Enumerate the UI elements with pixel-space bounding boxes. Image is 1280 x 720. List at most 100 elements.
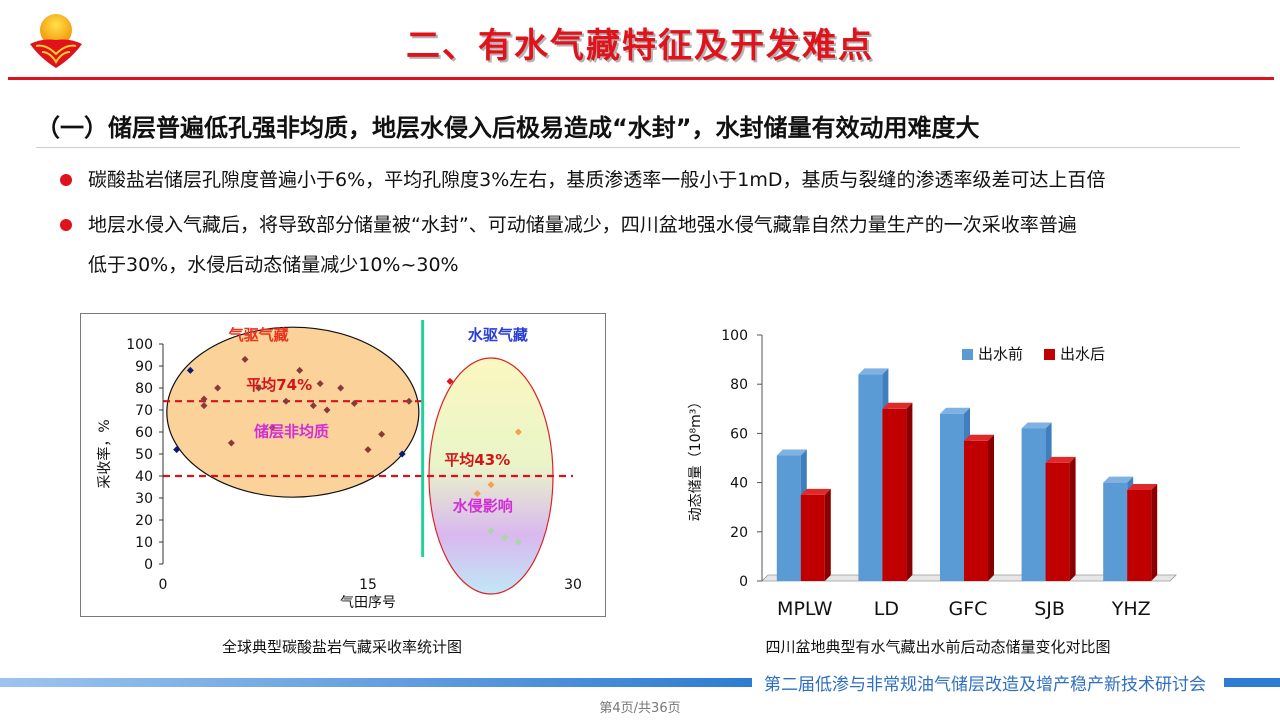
- y-tick-label: 20: [730, 525, 748, 541]
- x-tick-label: SJB: [1034, 598, 1065, 620]
- reserve-bar-chart: 0 20 40 60 80 100 动态储量（10⁸m³） MPLW LD GFC SJB YHZ 出…: [676, 313, 1200, 625]
- legend-label: 出水后: [1060, 345, 1105, 363]
- average-water-label: 平均43%: [444, 451, 510, 469]
- bar-front: [1127, 489, 1152, 581]
- data-point: [173, 446, 181, 454]
- y-axis-label: 采收率，%: [96, 419, 113, 488]
- page-number: 第4页/共36页: [599, 701, 681, 716]
- bar-front: [1021, 428, 1046, 581]
- y-tick-label: 90: [135, 359, 153, 375]
- bar-side: [988, 434, 994, 581]
- data-point: [337, 384, 345, 392]
- bar-front: [800, 494, 825, 581]
- footer-bar-left: [0, 678, 752, 687]
- data-point: [309, 402, 317, 410]
- recovery-scatter-chart: 0 10 20 30 40 50 60 70 80 90 100 0 15 30 气田序号 采收率，% 气驱气…: [80, 313, 606, 617]
- y-tick-label: 0: [739, 574, 748, 590]
- bar-side: [1069, 456, 1076, 581]
- data-point: [316, 380, 324, 388]
- data-point: [378, 430, 386, 438]
- data-point: [323, 406, 331, 414]
- bar-top: [1127, 483, 1158, 490]
- bullet-text: 低于30%，水侵后动态储量减少10%~30%: [88, 254, 459, 276]
- bullet-text: 碳酸盐岩储层孔隙度普遍小于6%，平均孔隙度3%左右，基质渗透率一般小于1mD，基…: [88, 169, 1106, 191]
- heading-divider: [36, 147, 1240, 148]
- y-tick-label: 30: [135, 491, 153, 507]
- bar-front: [776, 455, 801, 581]
- bar-top: [1103, 476, 1134, 483]
- bar-top: [776, 449, 807, 456]
- legend-swatch: [962, 349, 973, 360]
- y-axis-label: 动态储量（10⁸m³）: [688, 395, 704, 522]
- gas-drive-ellipse: [166, 326, 420, 498]
- x-tick-label: LD: [874, 598, 899, 620]
- conference-name: 第二届低渗与非常规油气储层改造及增产稳产新技术研讨会: [764, 675, 1206, 695]
- y-tick-label: 40: [730, 476, 748, 492]
- bar-front: [1045, 462, 1070, 581]
- data-point: [514, 428, 522, 436]
- scatter-caption: 全球典型碳酸盐岩气藏采收率统计图: [221, 638, 462, 656]
- data-point: [282, 397, 290, 405]
- bar-side: [1151, 483, 1158, 581]
- y-tick-label: 80: [135, 381, 153, 397]
- y-tick-label: 60: [135, 425, 153, 441]
- data-point: [501, 534, 509, 542]
- x-tick-label: YHZ: [1111, 598, 1151, 620]
- data-point: [350, 399, 358, 407]
- bar-top: [1045, 456, 1076, 463]
- y-tick-label: 10: [135, 535, 153, 551]
- bar-front: [964, 440, 988, 581]
- water-drive-label: 水驱气藏: [468, 326, 528, 344]
- data-point: [487, 481, 495, 489]
- gas-drive-label: 气驱气藏: [228, 326, 289, 344]
- heterogeneity-label: 储层非均质: [254, 422, 329, 440]
- y-tick-label: 40: [135, 469, 153, 485]
- legend-swatch: [1044, 349, 1055, 360]
- x-tick-label: GFC: [949, 598, 988, 620]
- x-tick-label: 0: [159, 577, 168, 593]
- bullet-dot: [60, 219, 72, 231]
- x-axis-label: 气田序号: [340, 595, 396, 611]
- x-tick-label: MPLW: [777, 598, 833, 620]
- slide-title: 二、有水气藏特征及开发难点: [406, 26, 874, 66]
- data-point: [255, 384, 263, 392]
- bullet-text: 地层水侵入气藏后，将导致部分储量被“水封”、可动储量减少，四川盆地强水侵气藏靠自…: [88, 214, 1077, 236]
- data-point: [405, 397, 413, 405]
- data-point: [200, 402, 208, 410]
- data-point: [200, 395, 208, 403]
- y-tick-label: 50: [135, 447, 153, 463]
- cnpc-logo: [26, 10, 86, 70]
- data-point: [227, 439, 235, 447]
- bar-top: [882, 402, 913, 409]
- y-tick-label: 70: [135, 403, 153, 419]
- bar-side: [906, 402, 913, 581]
- x-tick-label: 15: [359, 577, 377, 593]
- title-divider: [8, 77, 1274, 80]
- y-tick-label: 100: [126, 337, 153, 353]
- section-heading: （一）储层普遍低孔强非均质，地层水侵入后极易造成“水封”，水封储量有效动用难度大: [36, 114, 980, 142]
- y-tick-label: 20: [135, 513, 153, 529]
- bar-front: [858, 374, 883, 581]
- bar-top: [858, 368, 889, 375]
- average-gas-label: 平均74%: [246, 376, 312, 394]
- data-point: [398, 450, 406, 458]
- water-influence-label: 水侵影响: [453, 497, 513, 515]
- y-tick-label: 80: [730, 377, 748, 393]
- data-point: [364, 446, 372, 454]
- data-point: [514, 538, 522, 546]
- footer-bar-right: [1224, 678, 1280, 687]
- bar-top: [964, 434, 994, 441]
- data-point: [487, 527, 495, 535]
- data-point: [186, 366, 194, 374]
- data-point: [268, 424, 276, 432]
- bar-front: [940, 413, 964, 581]
- bar-front: [882, 408, 907, 581]
- bar-top: [1021, 422, 1052, 429]
- bar-side: [824, 488, 831, 581]
- y-tick-label: 60: [730, 426, 748, 442]
- data-point: [446, 377, 454, 385]
- bar-front: [1103, 482, 1128, 581]
- bar-top: [800, 488, 831, 495]
- data-point: [296, 366, 304, 374]
- data-point: [241, 355, 249, 363]
